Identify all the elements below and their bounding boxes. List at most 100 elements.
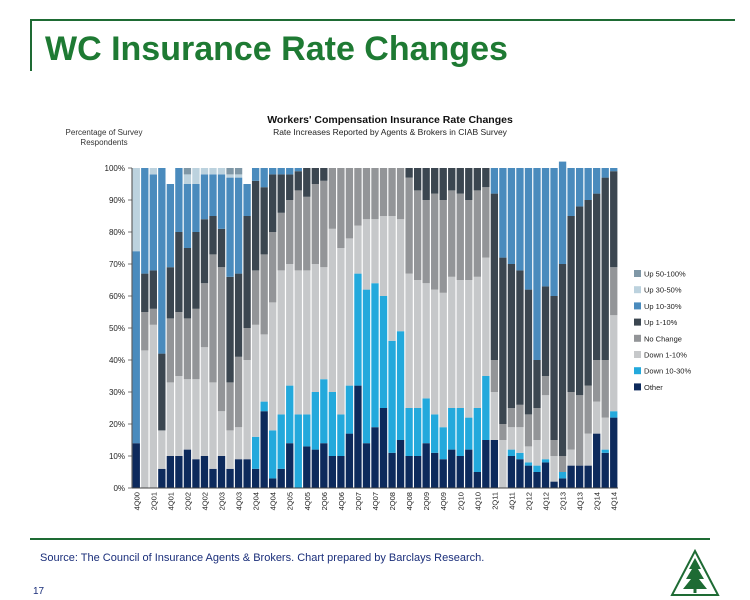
bar-segment	[294, 414, 302, 488]
bar-segment	[243, 216, 251, 328]
bar-segment	[251, 180, 260, 271]
y-tick-label: 100%	[105, 164, 125, 173]
legend-label: Down 10-30%	[644, 367, 691, 376]
bar-segment	[226, 382, 234, 431]
bar-segment	[200, 168, 209, 175]
bar-segment	[575, 168, 584, 207]
bar-segment	[388, 452, 396, 488]
bar-segment	[149, 324, 157, 488]
bar-segment	[473, 472, 481, 488]
legend-label: Up 1-10%	[644, 318, 678, 327]
bar-segment	[226, 430, 234, 469]
bar-segment	[345, 385, 354, 434]
bar-segment	[260, 187, 268, 255]
bar-segment	[303, 168, 311, 197]
bar-segment	[209, 382, 217, 469]
bar-segment	[226, 177, 234, 277]
bar-segment	[456, 193, 464, 280]
bar-segment	[465, 449, 473, 488]
bar-segment	[431, 452, 439, 488]
bar-segment	[567, 465, 575, 488]
bar-segment	[269, 302, 277, 431]
x-tick-label: 2Q05	[286, 492, 295, 510]
bar-segment	[448, 449, 456, 488]
bar-segment	[362, 219, 371, 290]
bar-segment	[277, 468, 285, 488]
bar-segment	[234, 459, 243, 488]
bar-segment	[456, 408, 464, 456]
bar-segment	[209, 254, 217, 383]
bar-segment	[610, 417, 618, 488]
bar-segment	[260, 254, 268, 335]
bar-segment	[277, 168, 285, 175]
bar-segment	[158, 168, 166, 354]
bar-segment	[379, 296, 388, 408]
bar-segment	[413, 408, 422, 456]
bar-segment	[490, 392, 499, 440]
x-tick-label: 4Q14	[610, 492, 619, 510]
bar-segment	[601, 449, 609, 453]
bar-segment	[328, 392, 337, 456]
y-axis-label: Percentage of Survey Respondents	[65, 128, 143, 147]
bar-segment	[550, 481, 558, 488]
bar-segment	[507, 168, 516, 264]
bar-segment	[226, 468, 234, 488]
bar-segment	[388, 216, 396, 341]
bar-segment	[158, 353, 166, 431]
x-tick-label: 4Q11	[507, 492, 516, 510]
bar-segment	[610, 267, 618, 316]
bar-segment	[166, 382, 175, 456]
x-tick-label: 2Q13	[559, 492, 568, 510]
bar-segment	[311, 449, 319, 488]
legend-swatch	[634, 351, 641, 358]
bar-segment	[593, 360, 601, 402]
bar-segment	[379, 216, 388, 296]
bar-segment	[601, 177, 609, 360]
bar-segment	[413, 456, 422, 488]
bar-segment	[362, 168, 371, 220]
bar-segment	[345, 433, 354, 488]
x-tick-label: 2Q01	[149, 492, 158, 510]
bar-segment	[166, 456, 175, 488]
bar-segment	[183, 184, 192, 248]
bar-segment	[550, 296, 558, 440]
bar-segment	[507, 264, 516, 408]
bar-segment	[516, 270, 524, 405]
title-top-rule	[30, 19, 735, 21]
legend-label: Down 1-10%	[644, 351, 687, 360]
bar-segment	[456, 456, 464, 488]
bar-segment	[473, 276, 481, 408]
bar-segment	[234, 177, 243, 274]
legend-swatch	[634, 302, 641, 310]
bar-segment	[516, 459, 524, 488]
bar-segment	[499, 257, 507, 424]
bar-segment	[209, 468, 217, 488]
bar-segment	[260, 334, 268, 402]
bar-segment	[354, 168, 362, 226]
bar-segment	[371, 219, 379, 284]
bar-segment	[217, 456, 226, 488]
bar-segment	[584, 385, 592, 434]
bar-segment	[234, 168, 243, 175]
source-note: Source: The Council of Insurance Agents …	[40, 552, 485, 564]
bar-segment	[286, 264, 294, 386]
x-tick-label: 4Q07	[371, 492, 380, 510]
x-tick-label: 2Q02	[183, 492, 192, 510]
bar-segment	[149, 270, 157, 309]
bar-segment	[473, 190, 481, 277]
bar-segment	[533, 472, 541, 488]
bar-segment	[593, 433, 601, 488]
bar-segment	[601, 360, 609, 418]
bar-segment	[456, 168, 464, 194]
bar-segment	[448, 408, 456, 450]
x-tick-label: 4Q05	[303, 492, 312, 510]
bar-segment	[175, 232, 183, 312]
bar-segment	[396, 168, 405, 220]
bar-segment	[499, 168, 507, 258]
bar-segment	[226, 276, 234, 383]
bar-segment	[413, 168, 422, 191]
x-tick-label: 2Q12	[524, 492, 533, 510]
bar-segment	[260, 168, 268, 188]
x-tick-label: 4Q01	[166, 492, 175, 510]
bar-segment	[200, 174, 209, 220]
